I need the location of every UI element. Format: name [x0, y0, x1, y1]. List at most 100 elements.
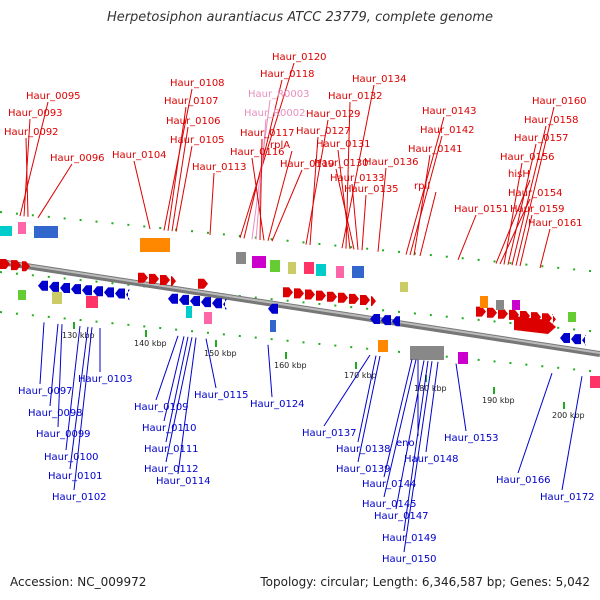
leader-line-haur-0133 [351, 183, 359, 250]
forward-gene-arrow [498, 308, 508, 319]
reverse-gene-arrow [392, 316, 400, 327]
reverse-gene-arrow [179, 294, 189, 305]
leader-line-haur-0096 [37, 163, 73, 219]
gene-label-haur-0139: Haur_0139 [336, 464, 391, 475]
gene-label-haur-0108: Haur_0108 [170, 78, 225, 89]
gene-label-eno: eno [396, 438, 415, 449]
leader-line-haur-0147 [395, 360, 425, 510]
leader-line-haur-0115 [205, 338, 217, 389]
reverse-gene-arrow [223, 299, 227, 310]
leader-line-haur-0120 [239, 62, 295, 239]
feature-block [236, 252, 246, 264]
reverse-gene-arrow [560, 333, 570, 343]
gene-label-haur-0159: Haur_0159 [510, 204, 565, 215]
leader-line-haur-0105 [175, 145, 193, 232]
gene-label-haur-0172: Haur_0172 [540, 492, 595, 503]
gene-label-haur-0138: Haur_0138 [336, 444, 391, 455]
feature-block [496, 300, 504, 310]
leader-line-haur-0141 [413, 154, 431, 256]
top-gene-labels: Haur_0095 Haur_0093 Haur_0092 Haur_0096 Haur… [4, 52, 587, 269]
forward-gene-arrow [371, 296, 376, 307]
leader-line-rpli [419, 191, 437, 257]
forward-gene-arrow [338, 292, 348, 303]
gene-label-haur-0119: Haur_0119 [280, 159, 335, 170]
leader-line-haur-0154 [499, 198, 531, 265]
leader-line-haur-0102 [73, 327, 93, 491]
gene-label-haur-0114: Haur_0114 [156, 476, 211, 487]
feature-block [304, 262, 314, 274]
leader-line-rpla [267, 150, 293, 241]
genome-title: Herpetosiphon aurantiacus ATCC 23779, co… [106, 10, 494, 25]
scale-tick-label-200-kbp: 200 kbp [552, 411, 585, 420]
leader-line-haur-0107 [167, 106, 187, 231]
topology-text: Topology: circular; Length: 6,346,587 bp… [260, 575, 590, 589]
feature-block [568, 312, 576, 322]
leader-line-haur-0172 [561, 376, 583, 491]
leader-line-haur-0098 [49, 323, 59, 407]
forward-gene-arrow [327, 291, 337, 302]
forward-gene-arrow [22, 261, 30, 272]
leader-line-haur-0109 [155, 335, 179, 401]
bottom-gene-labels: Haur_0097 Haur_0103 Haur_0098 Haur_0099 Haur… [18, 322, 595, 565]
leader-line-haur-0158 [511, 125, 547, 266]
leader-line-haur-0110 [163, 336, 185, 422]
feature-block [18, 290, 26, 300]
leader-line-haur-0156 [503, 162, 523, 265]
gene-label-hish: hisH [508, 169, 530, 180]
gene-label-haur-0112: Haur_0112 [144, 464, 199, 475]
forward-gene-arrow [0, 259, 10, 269]
leader-line-haur-0144 [383, 359, 413, 478]
gene-label-haur-0109: Haur_0109 [134, 402, 189, 413]
leader-line-haur-0106 [171, 126, 189, 232]
gene-label-haur-0107: Haur_0107 [164, 96, 219, 107]
scale-tick-label-160-kbp: 160 kbp [274, 361, 307, 370]
leader-line-haur-0161 [539, 228, 551, 269]
leader-line-haur-0124 [267, 344, 273, 398]
gene-label-haur-r0002: Haur_R0002 [244, 108, 306, 119]
gene-label-haur-0116: Haur_0116 [230, 147, 285, 158]
feature-block [86, 296, 98, 308]
leader-line-haur-0113 [209, 172, 215, 236]
reverse-gene-arrow [212, 298, 222, 309]
feature-block [186, 306, 192, 318]
forward-gene-arrow [305, 289, 315, 300]
gene-label-haur-0136: Haur_0136 [364, 157, 419, 168]
scale-tick-label-150-kbp: 150 kbp [204, 349, 237, 358]
leader-line-haur-0151 [457, 214, 477, 260]
forward-gene-arrow [198, 278, 208, 289]
gene-label-haur-0141: Haur_0141 [408, 144, 463, 155]
gene-label-haur-0131: Haur_0131 [316, 139, 371, 150]
forward-gene-arrow [552, 314, 556, 325]
reverse-gene-arrow [571, 334, 581, 345]
leader-line-haur-0099 [57, 324, 63, 428]
gene-label-haur-0142: Haur_0142 [420, 125, 475, 136]
leader-line-haur-0136 [377, 167, 387, 252]
leader-line-haur-0166 [517, 373, 553, 474]
forward-gene-arrow [514, 316, 556, 334]
gene-label-haur-0148: Haur_0148 [404, 454, 459, 465]
leader-line-haur-0092 [25, 137, 29, 217]
feature-block [512, 300, 520, 310]
leader-line-haur-0117 [259, 138, 263, 241]
gene-label-haur-0095: Haur_0095 [26, 91, 81, 102]
gene-label-haur-0111: Haur_0111 [144, 444, 199, 455]
gene-label-haur-r0003: Haur_R0003 [248, 89, 310, 100]
feature-block [378, 340, 388, 352]
gene-label-haur-0113: Haur_0113 [192, 162, 247, 173]
leader-line-haur-0153 [455, 363, 467, 432]
gene-label-haur-0133: Haur_0133 [330, 173, 385, 184]
scale-tick-label-190-kbp: 190 kbp [482, 396, 515, 405]
feature-block [18, 222, 26, 234]
gene-label-haur-0147: Haur_0147 [374, 511, 429, 522]
feature-block [480, 296, 488, 308]
genome-backbone [0, 259, 600, 357]
feature-block [252, 256, 266, 268]
reverse-gene-arrow [49, 281, 59, 292]
leader-line-haur-0127 [309, 136, 319, 246]
reverse-gene-arrow [38, 280, 48, 291]
leader-line-haur-0135 [361, 194, 367, 251]
leader-line-haur-0138 [357, 355, 377, 443]
reverse-gene-arrow [190, 296, 200, 306]
forward-gene-arrow [160, 275, 170, 285]
reverse-gene-arrow [370, 314, 380, 324]
